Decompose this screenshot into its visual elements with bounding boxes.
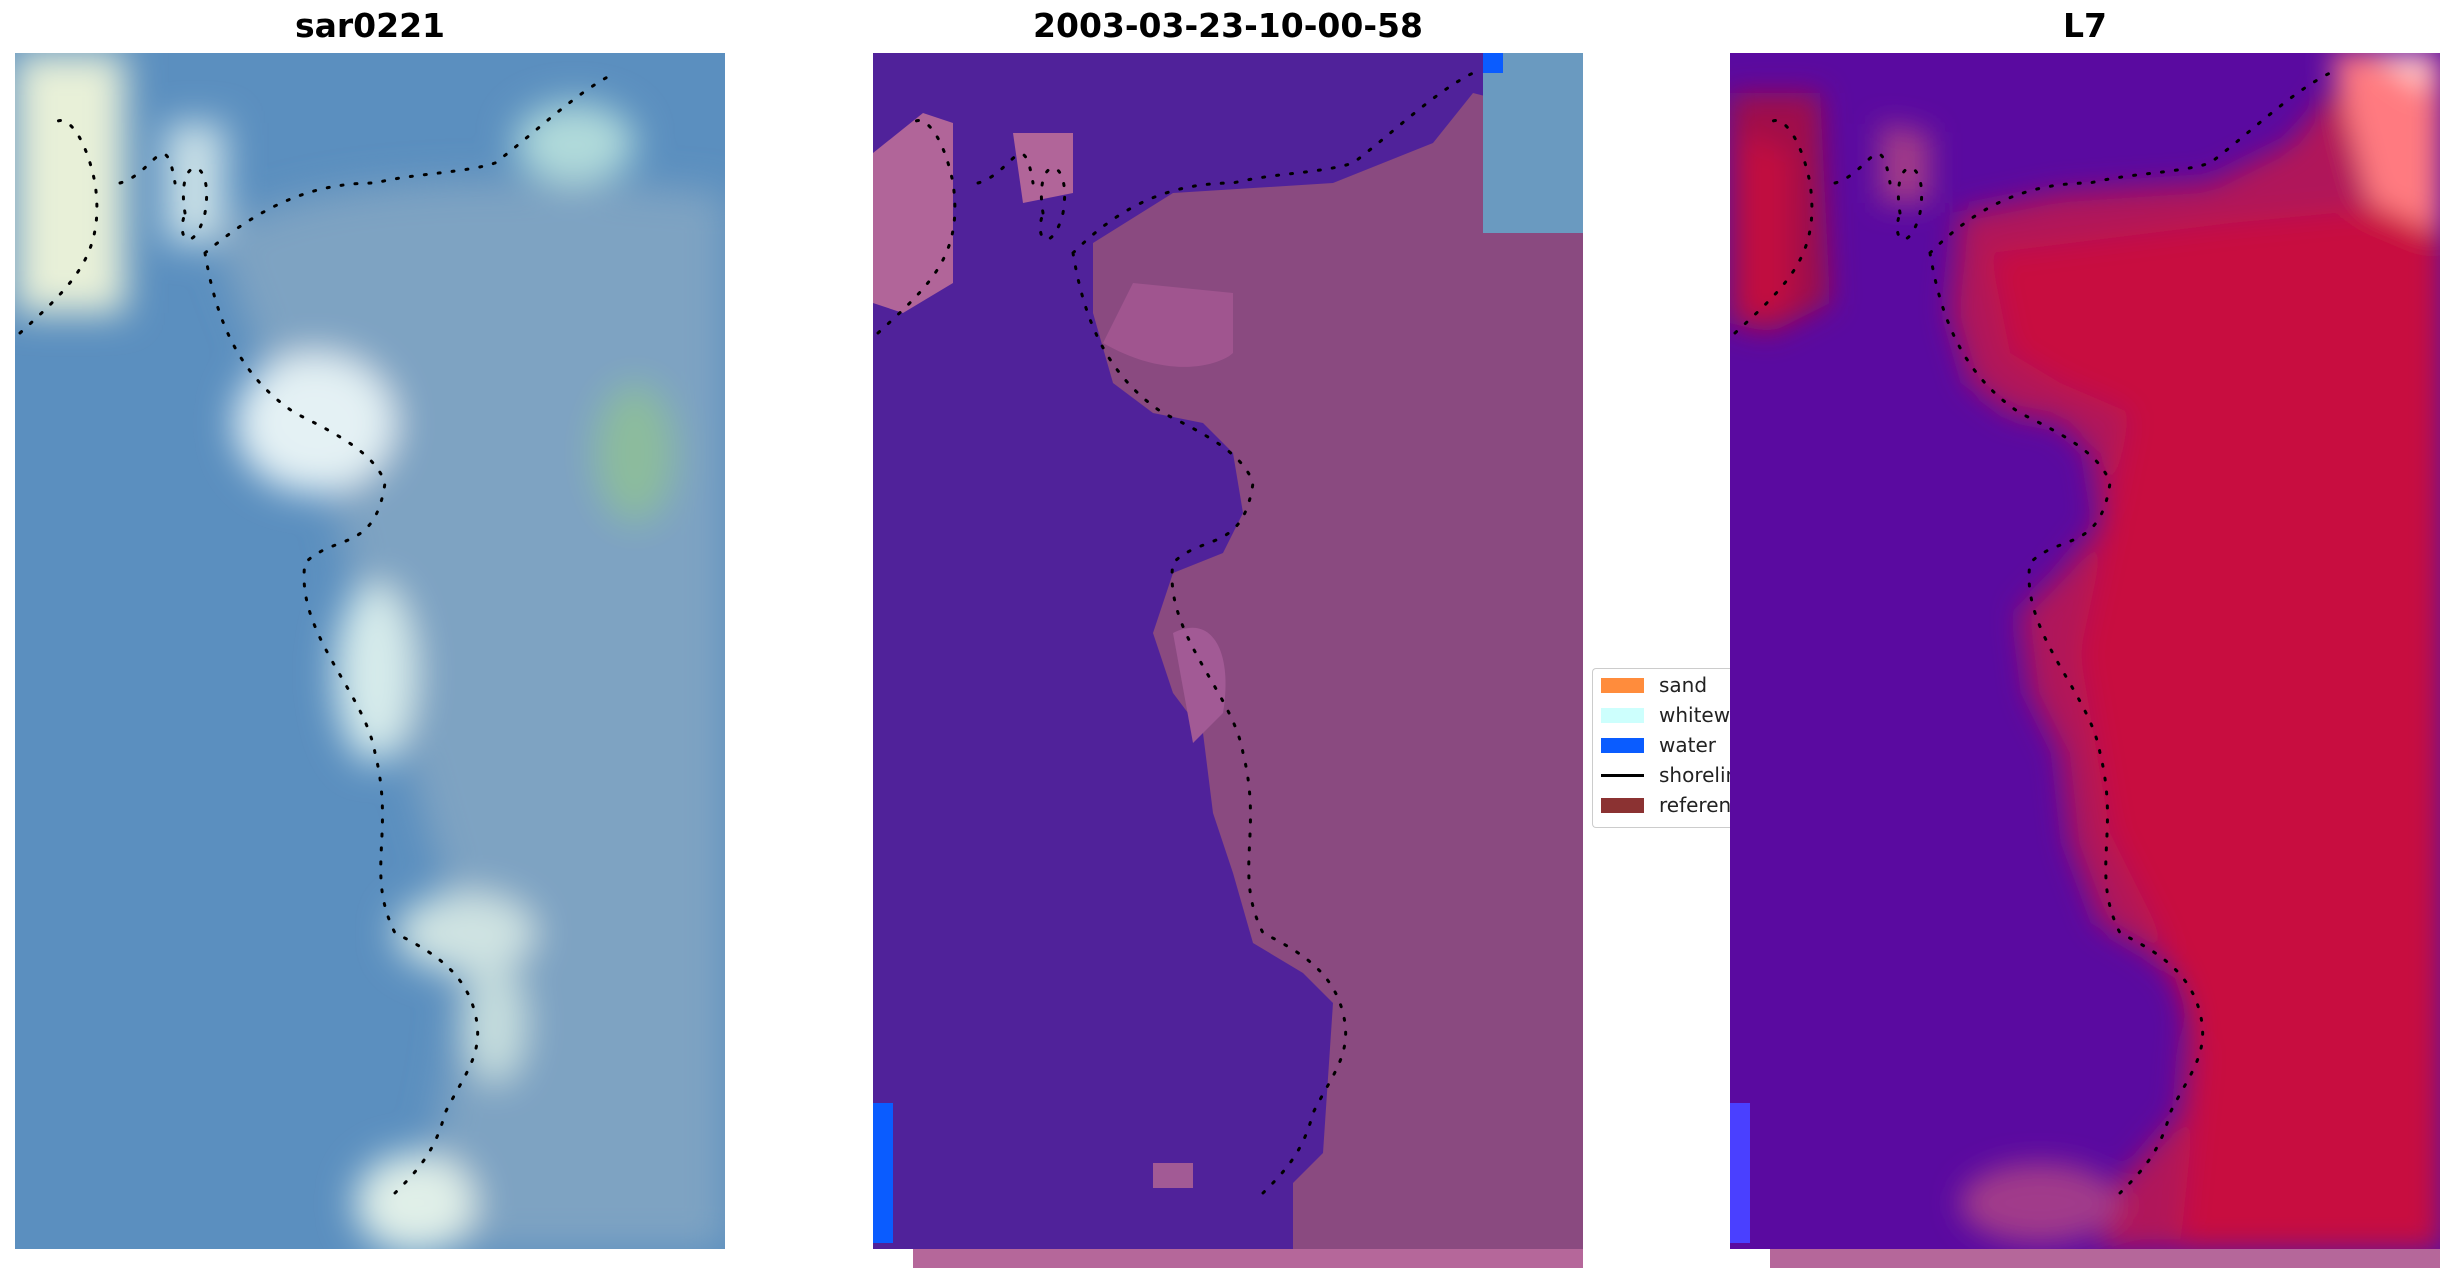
- legend-label: sand: [1659, 673, 1708, 697]
- legend-swatch-sand: [1601, 678, 1644, 693]
- rgb-shoreline: [18, 71, 617, 1195]
- index-blue-bottom: [1730, 1103, 1750, 1243]
- classified-land-top-island: [1013, 133, 1073, 203]
- panel-title-index: L7: [2063, 6, 2107, 45]
- legend-swatch-shoreline: [1601, 774, 1644, 777]
- reference-strip-classification: [913, 1249, 1583, 1268]
- panel-title-rgb: sar0221: [294, 6, 446, 45]
- classified-land-highlight: [1103, 283, 1233, 367]
- classified-water-blue-top-right: [1483, 53, 1583, 233]
- legend-label: reference shoreline: [1659, 793, 1730, 817]
- legend-swatch-water: [1601, 738, 1644, 753]
- legend: sand whitewater water shoreline referenc…: [1592, 668, 1730, 828]
- rgb-surf-texture: [15, 53, 725, 1249]
- reference-strip-index: [1770, 1249, 2440, 1268]
- panel-title-classification: 2003-03-23-10-00-58: [1033, 6, 1423, 45]
- index-texture: [1730, 53, 2440, 1249]
- classified-land-highlight-2: [1173, 627, 1226, 743]
- classified-land-top-left: [873, 113, 953, 313]
- legend-item-sand: sand: [1593, 669, 1730, 699]
- classified-land-bottom: [1153, 1163, 1193, 1188]
- legend-item-reference-shoreline: reference shoreline: [1593, 789, 1730, 819]
- index-panel: [1730, 53, 2440, 1249]
- classification-shoreline: [876, 71, 1475, 1195]
- legend-item-water: water: [1593, 729, 1730, 759]
- legend-item-shoreline: shoreline: [1593, 759, 1730, 789]
- classification-panel: [873, 53, 1583, 1249]
- legend-swatch-whitewater: [1601, 708, 1644, 723]
- rgb-image-panel: [15, 53, 725, 1249]
- legend-label: shoreline: [1659, 763, 1730, 787]
- classified-water-blue-bottom: [873, 1103, 893, 1243]
- legend-swatch-reference-shoreline: [1601, 798, 1644, 813]
- legend-item-whitewater: whitewater: [1593, 699, 1730, 729]
- classified-water-blue-top: [1483, 53, 1503, 73]
- classified-land: [1093, 93, 1583, 1249]
- legend-label: water: [1659, 733, 1716, 757]
- legend-label: whitewater: [1659, 703, 1730, 727]
- index-shoreline: [1733, 71, 2332, 1195]
